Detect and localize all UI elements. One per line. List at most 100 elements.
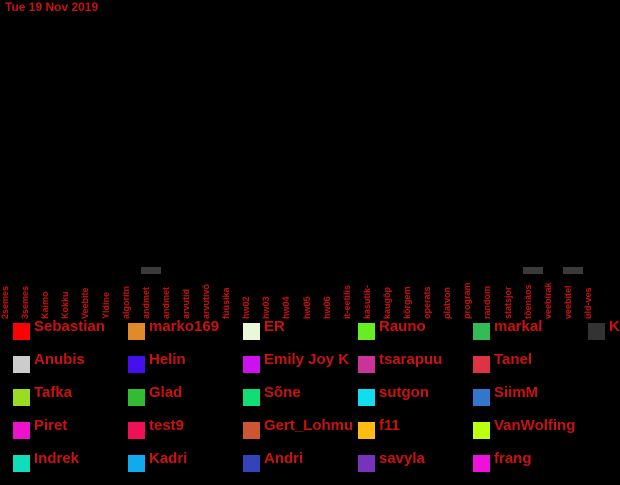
- legend-label: test9: [149, 417, 185, 434]
- legend-item: f11: [358, 417, 468, 439]
- bar: [562, 267, 583, 274]
- legend-swatch: [358, 422, 375, 439]
- x-tick-label: kõrgem: [402, 286, 412, 319]
- legend-item: Gert_Lohmus: [243, 417, 353, 439]
- legend-label: Gert_Lohmus: [264, 417, 353, 434]
- legend-label: Emily Joy K: [264, 351, 350, 368]
- legend-item: Kadri: [128, 450, 238, 472]
- x-tick-label: Kaimo: [40, 291, 51, 319]
- legend-swatch: [128, 389, 145, 406]
- legend-item: Rauno: [358, 318, 468, 340]
- legend-item: VanWolfing: [473, 417, 583, 439]
- legend-label: Glad: [149, 384, 183, 401]
- x-tick-label: veebitel: [562, 285, 573, 319]
- legend-swatch: [473, 422, 490, 439]
- legend-label: Helin: [149, 351, 186, 368]
- legend-swatch: [473, 356, 490, 373]
- legend-label: Sebastian: [34, 318, 105, 335]
- legend-label: Tafka: [34, 384, 73, 401]
- legend-item: Tafka: [13, 384, 123, 406]
- x-tick-label: it-eetilis: [341, 284, 352, 319]
- legend-item: Sõne: [243, 384, 353, 406]
- legend-item: ER: [243, 318, 353, 340]
- x-tick-label: operats: [422, 286, 433, 319]
- legend-swatch: [358, 356, 375, 373]
- legend-swatch: [243, 389, 260, 406]
- legend-swatch: [13, 422, 30, 439]
- legend-swatch: [358, 323, 375, 340]
- x-tick-label: füüsika: [221, 287, 232, 319]
- legend-item: SiimM: [473, 384, 583, 406]
- legend-label: Kadri: [149, 450, 188, 467]
- legend-item: Sebastian: [13, 318, 123, 340]
- legend-swatch: [473, 455, 490, 472]
- x-tick-label: Kokku: [60, 291, 71, 319]
- legend-label: sutgon: [379, 384, 429, 401]
- x-tick-label: algoritn: [120, 286, 131, 319]
- legend-label: Sõne: [264, 384, 301, 401]
- x-tick-label: 3semes: [20, 285, 31, 319]
- x-tick-label: üld-ves: [582, 287, 593, 319]
- legend-swatch: [473, 323, 490, 340]
- x-tick-label: hw06: [321, 296, 332, 319]
- legend-label: Anubis: [34, 351, 85, 368]
- x-tick-label: 2semes: [0, 285, 10, 319]
- legend-label: markal: [494, 318, 543, 335]
- legend-label: f11: [379, 417, 400, 434]
- legend-item: Tanel: [473, 351, 583, 373]
- x-tick-label: hw02: [241, 296, 252, 319]
- legend-swatch: [13, 455, 30, 472]
- legend-swatch: [358, 389, 375, 406]
- legend-label: frang: [494, 450, 532, 467]
- x-tick-label: andmet: [140, 286, 151, 319]
- legend-label: Indrek: [34, 450, 80, 467]
- legend-swatch: [13, 389, 30, 406]
- x-tick-label: tõenäos: [522, 284, 533, 319]
- x-tick-label: random: [482, 285, 493, 319]
- legend-swatch: [13, 356, 30, 373]
- legend-label: Rauno: [379, 318, 426, 335]
- legend-label: tsarapuu: [379, 351, 443, 368]
- x-tick-label: kasutik-: [361, 284, 372, 319]
- date-label: Tue 19 Nov 2019: [5, 0, 99, 14]
- legend-swatch: [128, 422, 145, 439]
- legend-swatch: [588, 323, 605, 340]
- legend-label: Piret: [34, 417, 68, 434]
- legend-item: K: [588, 318, 620, 340]
- x-tick-label: hw03: [261, 296, 272, 319]
- legend-swatch: [473, 389, 490, 406]
- legend-swatch: [243, 356, 260, 373]
- legend-item: Helin: [128, 351, 238, 373]
- legend-item: Andri: [243, 450, 353, 472]
- x-tick-label: statsjor: [502, 286, 513, 319]
- legend-item: test9: [128, 417, 238, 439]
- bar: [522, 267, 543, 274]
- legend-label: K: [609, 318, 620, 335]
- legend-swatch: [13, 323, 30, 340]
- legend-label: SiimM: [494, 384, 539, 401]
- x-tick-label: Veebite: [80, 287, 91, 319]
- x-tick-label: platvon: [442, 286, 453, 319]
- legend-item: marko169: [128, 318, 238, 340]
- x-tick-label: kaugõp: [381, 286, 392, 319]
- legend-label: Andri: [264, 450, 304, 467]
- legend-item: Piret: [13, 417, 123, 439]
- legend-swatch: [128, 323, 145, 340]
- x-tick-label: veebirak: [542, 282, 553, 319]
- x-tick-label: hw04: [281, 296, 292, 319]
- x-tick-label: Yldine: [100, 291, 111, 319]
- legend-item: frang: [473, 450, 583, 472]
- legend-label: ER: [264, 318, 285, 335]
- legend-swatch: [243, 422, 260, 439]
- legend-swatch: [128, 455, 145, 472]
- legend-label: savyla: [379, 450, 425, 467]
- x-tick-label: andmet: [160, 286, 171, 319]
- legend-item: Anubis: [13, 351, 123, 373]
- x-tick-label: hw05: [301, 296, 312, 319]
- x-tick-label: program: [462, 282, 473, 319]
- legend-item: sutgon: [358, 384, 468, 406]
- legend-item: savyla: [358, 450, 468, 472]
- x-tick-label: arvutivõ: [201, 283, 211, 319]
- legend-label: VanWolfing: [494, 417, 576, 434]
